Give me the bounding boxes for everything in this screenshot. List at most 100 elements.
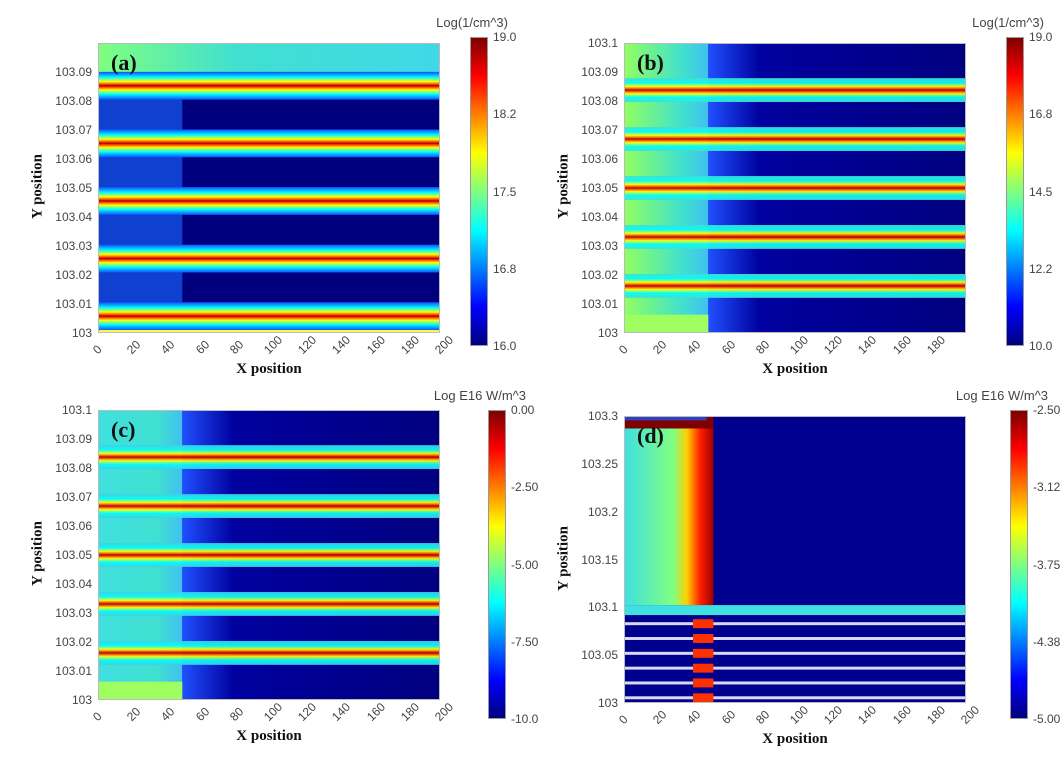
y-tick-label: 103.08 [55,94,92,108]
concentration-band [625,637,965,640]
concentration-band [625,176,965,200]
x-tick-label: 180 [397,699,422,724]
y-tick-label: 103.1 [61,403,92,417]
x-tick-label: 200 [958,702,983,727]
colorbar-tick-label: 10.0 [1029,339,1053,353]
colorbar-tick-label: -3.75 [1033,557,1061,572]
colorbar-title: Log(1/cm^3) [972,15,1044,30]
y-tick-label: 103.06 [55,519,92,533]
y-tick-label: 103 [597,326,618,340]
x-tick-label: 40 [158,337,178,357]
colorbar [1006,37,1024,346]
y-tick-label: 103.01 [581,297,618,311]
heatmap-plot-area: (b) [624,43,966,333]
y-tick-label: 103.3 [587,409,618,423]
y-tick-label: 103.05 [581,648,618,663]
heatmap-field [99,44,439,332]
x-tick-label: 60 [718,337,738,357]
concentration-band-core [693,648,714,658]
concentration-band [99,543,439,567]
x-tick-label: 160 [363,699,388,724]
x-tick-label: 0 [616,712,631,727]
colorbar-tick-label: 18.2 [493,107,517,122]
x-tick-label: 80 [226,337,247,357]
colorbar-tick-label: 16.8 [1029,107,1053,122]
colorbar [470,37,488,346]
x-tick-label: 100 [787,332,812,357]
y-tick-label: 103.05 [55,181,92,195]
x-tick-label: 0 [90,342,105,357]
heatmap-field [99,411,439,699]
x-axis-label: X position [236,728,302,744]
y-tick-label: 103.09 [55,65,92,79]
y-axis-label: Y position [29,154,46,219]
y-tick-label: 103.09 [55,432,92,446]
y-tick-label: 103.02 [55,635,92,649]
colorbar-tick-label: 12.2 [1029,261,1053,276]
concentration-band [99,592,439,616]
colorbar-tick-label: 14.5 [1029,184,1053,199]
x-tick-label: 180 [923,332,948,357]
colorbar-tick-label: 17.5 [493,184,517,199]
panel-label: (b) [637,50,664,75]
x-tick-label: 20 [124,704,144,724]
x-tick-label: 20 [650,707,670,727]
heatmap-background [625,417,965,702]
x-tick-label: 160 [889,702,914,727]
x-axis-label: X position [762,361,828,377]
x-tick-label: 20 [650,337,670,357]
x-tick-label: 0 [90,709,105,724]
x-tick-label: 100 [261,699,286,724]
x-tick-label: 180 [397,332,422,357]
colorbar-tick-label: -5.00 [1033,712,1061,726]
concentration-band [625,681,965,685]
y-tick-label: 103.03 [55,239,92,253]
x-tick-label: 40 [684,337,704,357]
heatmap-plot-area: (a) [98,43,440,333]
colorbar-title: Log E16 W/m^3 [433,388,526,403]
heatmap-plot-area: (d) [624,416,966,703]
x-tick-label: 100 [787,702,812,727]
x-tick-label: 200 [432,332,457,357]
heatmap-field [625,417,965,702]
concentration-band [625,696,965,700]
y-tick-label: 103.05 [581,181,618,195]
concentration-band-core [693,663,714,673]
colorbar-tick-label: -2.50 [1033,403,1061,417]
heatmap-plot-area: (c) [98,410,440,700]
x-tick-label: 120 [821,702,846,727]
y-tick-label: 103.25 [581,456,618,471]
concentration-band [625,622,965,626]
colorbar-tick-label: -3.12 [1033,480,1061,495]
y-tick-label: 103 [71,326,92,340]
concentration-band [99,129,439,158]
x-tick-label: 140 [855,332,880,357]
y-tick-label: 103.04 [55,210,92,224]
concentration-band-core [693,678,714,688]
y-tick-label: 103.01 [55,664,92,678]
panel-label: (d) [637,423,664,448]
x-axis-label: X position [236,361,302,377]
concentration-band [625,666,965,670]
y-axis-label: Y position [555,154,572,219]
colorbar-tick-label: 19.0 [1029,30,1053,44]
colorbar-tick-label: 19.0 [493,30,517,44]
y-tick-label: 103.06 [581,152,618,166]
x-tick-label: 80 [752,337,773,357]
y-tick-label: 103.07 [581,123,618,137]
colorbar-tick-label: 16.0 [493,339,517,353]
x-tick-label: 140 [329,699,354,724]
colorbar-title: Log E16 W/m^3 [955,388,1048,403]
y-tick-label: 103.03 [581,239,618,253]
y-tick-label: 103 [597,696,618,710]
y-tick-label: 103.05 [55,548,92,562]
x-tick-label: 40 [684,707,704,727]
y-tick-label: 103.04 [581,210,618,224]
colorbar-tick-label: -7.50 [511,634,539,649]
colorbar-tick-label: -2.50 [511,480,539,495]
x-tick-label: 120 [295,699,320,724]
y-tick-label: 103.02 [55,268,92,282]
x-axis-label: X position [762,731,828,747]
y-tick-label: 103.04 [55,577,92,591]
concentration-band-core [693,634,714,643]
